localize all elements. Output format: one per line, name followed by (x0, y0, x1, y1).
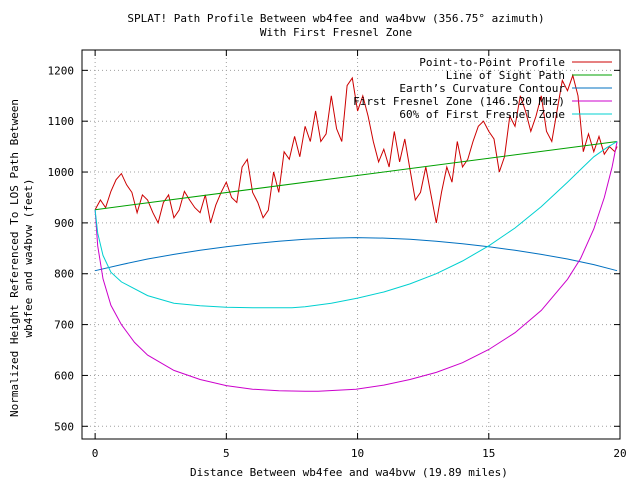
y-axis-label-line-1: Normalized Height Referenced To LOS Path… (8, 99, 21, 417)
y-axis-label-line-2: wb4fee and wa4bvw (feet) (22, 179, 35, 338)
series-line-60-of-first-fresnel-zone (94, 141, 618, 309)
series-line-point-to-point-profile (94, 73, 618, 225)
x-tick-label: 10 (351, 447, 364, 460)
x-tick-label: 20 (613, 447, 626, 460)
legend-label: First Fresnel Zone (146.520 MHz) (353, 95, 565, 108)
data-series (94, 73, 618, 392)
y-tick-label: 700 (54, 319, 74, 332)
chart-subtitle: With First Fresnel Zone (260, 26, 412, 39)
axis-ticks: 0 5 10 15 20 500 600 700 800 900 1000 1100 1200 (48, 50, 627, 460)
x-tick-label: 0 (92, 447, 99, 460)
y-tick-label: 1200 (48, 64, 75, 77)
plot-frame (81, 49, 621, 440)
chart-title: SPLAT! Path Profile Between wb4fee and w… (127, 12, 544, 25)
y-tick-label: 900 (54, 217, 74, 230)
x-axis-label: Distance Between wb4fee and wa4bvw (19.8… (190, 466, 508, 479)
legend-label: Point-to-Point Profile (419, 56, 565, 69)
y-tick-label: 600 (54, 369, 74, 382)
legend-label: Line of Sight Path (446, 69, 565, 82)
x-tick-label: 5 (223, 447, 230, 460)
series-line-line-of-sight-path (95, 141, 618, 211)
legend-label: 60% of First Fresnel Zone (399, 108, 565, 121)
series-line-first-fresnel-zone-146-520-mhz (94, 141, 618, 392)
y-tick-label: 1100 (48, 115, 75, 128)
legend-label: Earth’s Curvature Contour (399, 82, 565, 95)
x-tick-label: 15 (482, 447, 495, 460)
y-tick-label: 1000 (48, 166, 75, 179)
series-line-earth-s-curvature-contour (94, 237, 618, 272)
y-tick-label: 500 (54, 420, 74, 433)
y-tick-label: 800 (54, 268, 74, 281)
